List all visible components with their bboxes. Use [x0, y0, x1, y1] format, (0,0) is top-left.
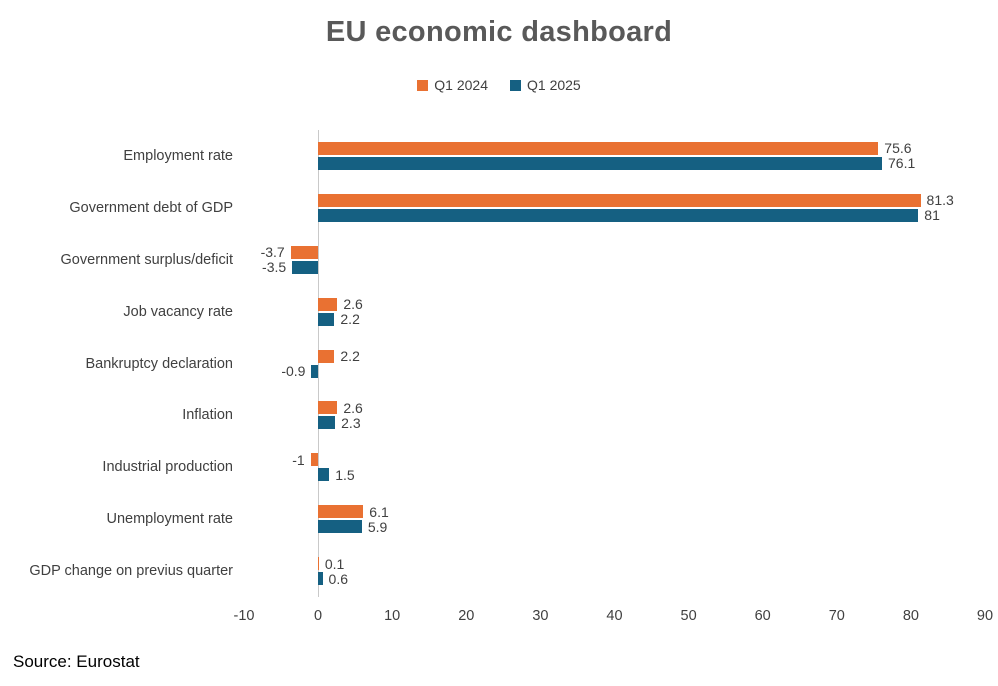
x-axis-tick-label: 30	[532, 608, 549, 624]
value-label: 81	[924, 207, 940, 224]
value-label: 0.1	[324, 555, 345, 572]
bar-q1-2024	[310, 453, 319, 467]
legend-marker-q1-2024	[417, 79, 429, 91]
legend-item-q1-2025: Q1 2025	[510, 77, 581, 93]
legend-item-q1-2024: Q1 2024	[417, 77, 488, 93]
bar-q1-2025	[311, 364, 319, 378]
value-label: 1.5	[335, 466, 355, 483]
bar-q1-2024	[318, 297, 338, 311]
bar-q1-2024	[318, 505, 364, 519]
x-axis-tick-label: 90	[976, 608, 994, 624]
bar-q1-2025	[318, 416, 336, 430]
value-label: -3.7	[260, 244, 285, 261]
legend-label-q1-2024: Q1 2024	[434, 77, 488, 93]
category-label: Government surplus/deficit	[60, 251, 233, 268]
bar-q1-2024	[318, 401, 338, 415]
x-axis-tick-label: 60	[754, 608, 771, 624]
value-label: 2.6	[343, 296, 363, 313]
value-label: 6.1	[369, 503, 389, 520]
x-axis-tick-label: 50	[680, 608, 697, 624]
bar-q1-2024	[290, 245, 319, 259]
value-label: 2.2	[340, 311, 360, 328]
category-label: Industrial production	[102, 459, 233, 476]
value-label: -1	[292, 451, 305, 468]
bar-q1-2024	[318, 349, 335, 363]
bar-q1-2025	[318, 468, 330, 482]
zero-axis-line	[318, 130, 320, 597]
bar-q1-2024	[318, 141, 879, 155]
bar-q1-2024	[318, 193, 921, 207]
bar-q1-2025	[292, 260, 319, 274]
value-label: 75.6	[884, 140, 912, 157]
legend-marker-q1-2025	[510, 79, 521, 91]
value-label: -3.5	[262, 259, 287, 276]
category-label: Job vacancy rate	[123, 303, 233, 320]
chart-title: EU economic dashboard	[325, 16, 673, 48]
category-label: Employment rate	[123, 147, 233, 164]
value-label: 81.3	[926, 192, 954, 209]
category-label: Bankruptcy declaration	[85, 355, 234, 372]
x-axis-tick-label: -10	[233, 608, 255, 624]
bar-q1-2025	[318, 312, 335, 326]
category-label: Unemployment rate	[106, 511, 233, 528]
bar-q1-2025	[318, 208, 919, 222]
category-label: Inflation	[182, 407, 233, 424]
bar-q1-2025	[318, 156, 882, 170]
x-axis-tick-label: 20	[458, 608, 475, 624]
category-label: GDP change on previus quarter	[29, 563, 233, 580]
bar-q1-2024	[318, 557, 319, 571]
x-axis-tick-label: 0	[314, 608, 323, 624]
value-label: -0.9	[281, 363, 306, 379]
value-label: 0.6	[328, 570, 348, 587]
source-note: Source: Eurostat	[13, 652, 140, 671]
value-label: 5.9	[367, 518, 388, 535]
legend: Q1 2024 Q1 2025	[0, 77, 998, 93]
x-axis-tick-label: 80	[902, 608, 919, 624]
value-label: 2.2	[340, 348, 360, 364]
x-axis-tick-label: 10	[384, 608, 401, 624]
x-axis-tick-label: 70	[828, 608, 845, 624]
bar-q1-2025	[318, 572, 323, 586]
value-label: 2.6	[343, 399, 363, 416]
legend-label-q1-2025: Q1 2025	[527, 77, 581, 93]
value-label: 2.3	[341, 414, 361, 431]
x-axis-tick-label: 40	[606, 608, 623, 624]
category-label: Government debt of GDP	[69, 199, 233, 216]
value-label: 76.1	[888, 155, 916, 172]
bar-q1-2025	[318, 520, 362, 534]
